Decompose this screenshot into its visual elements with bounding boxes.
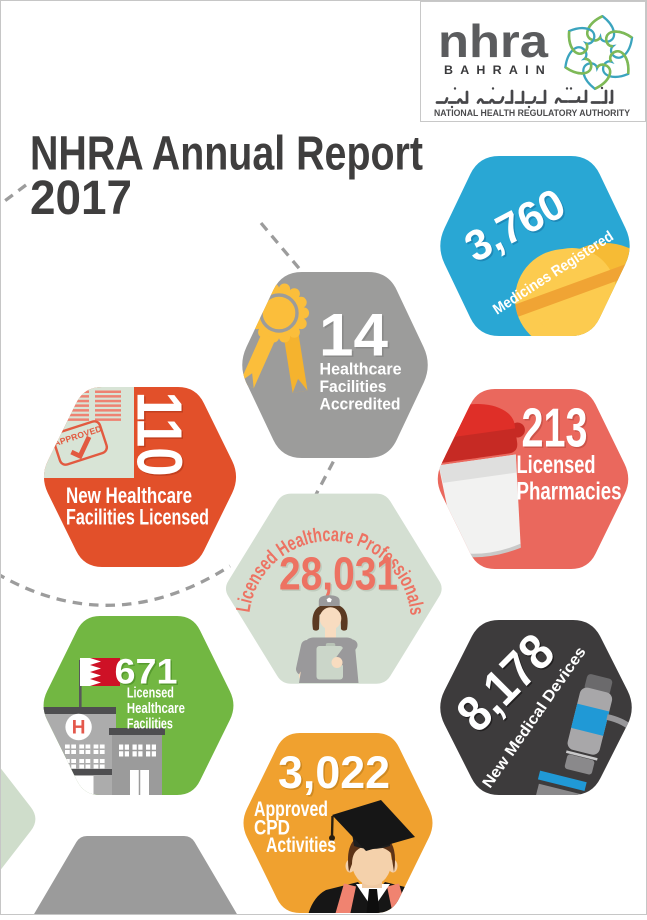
svg-text:Activities: Activities <box>266 834 336 857</box>
svg-text:28,031: 28,031 <box>279 548 398 600</box>
svg-text:r: r <box>338 523 347 547</box>
svg-text:671: 671 <box>115 652 178 691</box>
svg-text:Accredited: Accredited <box>320 394 401 413</box>
svg-text:NATIONAL HEALTH REGULATORY AUT: NATIONAL HEALTH REGULATORY AUTHORITY <box>434 107 631 118</box>
svg-text:Licensed: Licensed <box>517 451 596 479</box>
svg-text:Pharmacies: Pharmacies <box>517 477 622 505</box>
svg-text:a: a <box>330 523 340 546</box>
svg-text:H: H <box>72 718 86 739</box>
svg-text:nhra: nhra <box>438 15 548 67</box>
svg-text:671: 671 <box>116 654 179 693</box>
svg-text:NHRA Annual Report: NHRA Annual Report <box>30 128 423 181</box>
svg-text:h: h <box>311 523 323 547</box>
svg-text:l: l <box>404 600 427 609</box>
svg-text:Facilities: Facilities <box>127 717 173 733</box>
svg-text:Healthcare: Healthcare <box>127 701 185 717</box>
svg-text:110: 110 <box>125 393 197 478</box>
svg-text:14: 14 <box>321 303 391 370</box>
svg-text:t: t <box>305 525 315 548</box>
svg-text:BAHRAIN: BAHRAIN <box>444 63 552 77</box>
svg-text:3,022: 3,022 <box>278 747 390 798</box>
svg-text:Licensed: Licensed <box>127 686 174 702</box>
svg-text:s: s <box>405 605 429 616</box>
svg-text:l: l <box>300 526 310 549</box>
svg-text:2017: 2017 <box>30 172 132 225</box>
svg-text:L: L <box>231 601 255 614</box>
svg-text:Healthcare: Healthcare <box>320 360 402 379</box>
svg-text:3,022: 3,022 <box>280 749 392 800</box>
svg-text:Facilities: Facilities <box>320 377 387 396</box>
svg-text:i: i <box>233 596 256 606</box>
svg-text:c: c <box>322 523 331 546</box>
svg-text:CPD: CPD <box>254 817 290 840</box>
svg-text:213: 213 <box>522 397 588 459</box>
svg-text:14: 14 <box>319 302 389 369</box>
svg-text:110: 110 <box>124 392 196 477</box>
svg-text:New Healthcare: New Healthcare <box>66 483 192 508</box>
svg-text:Approved: Approved <box>254 798 328 821</box>
svg-text:213: 213 <box>523 398 589 460</box>
svg-text:Facilities Licensed: Facilities Licensed <box>66 505 209 530</box>
svg-text:28,031: 28,031 <box>281 549 400 601</box>
